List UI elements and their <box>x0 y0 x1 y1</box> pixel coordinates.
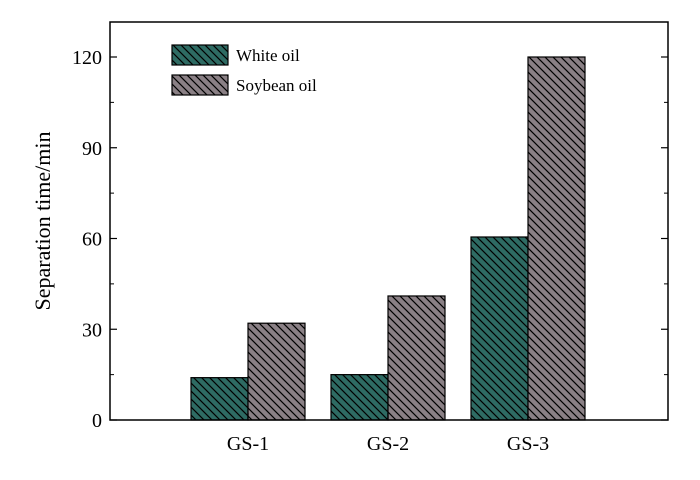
x-tick-label-gs-3: GS-3 <box>507 433 549 455</box>
legend-swatch-soybean-oil <box>171 74 229 96</box>
y-tick-label: 0 <box>92 410 102 432</box>
bar-soybean-oil-gs-2 <box>387 295 446 421</box>
y-tick-label: 30 <box>82 319 102 341</box>
plot-frame <box>109 21 669 421</box>
y-axis: 0 30 60 90 120 <box>72 47 668 432</box>
y-tick-label: 120 <box>72 47 102 69</box>
bar-soybean-oil-gs-3 <box>527 56 586 421</box>
legend-label-soybean-oil: Soybean oil <box>236 76 317 95</box>
y-axis-title: Separation time/min <box>30 131 55 310</box>
legend: White oil Soybean oil <box>171 44 317 96</box>
bars-layer <box>190 56 586 421</box>
y-tick-label: 90 <box>82 138 102 160</box>
y-tick-label: 60 <box>82 229 102 251</box>
bar-white-oil-gs-3 <box>470 236 529 421</box>
bar-soybean-oil-gs-1 <box>247 322 306 421</box>
x-tick-label-gs-2: GS-2 <box>367 433 409 455</box>
legend-swatch-white-oil <box>171 44 229 66</box>
legend-label-white-oil: White oil <box>236 46 300 65</box>
bar-white-oil-gs-2 <box>330 374 389 421</box>
bar-white-oil-gs-1 <box>190 377 249 421</box>
x-tick-label-gs-1: GS-1 <box>227 433 269 455</box>
x-axis: GS-1 GS-2 GS-3 <box>227 413 549 455</box>
